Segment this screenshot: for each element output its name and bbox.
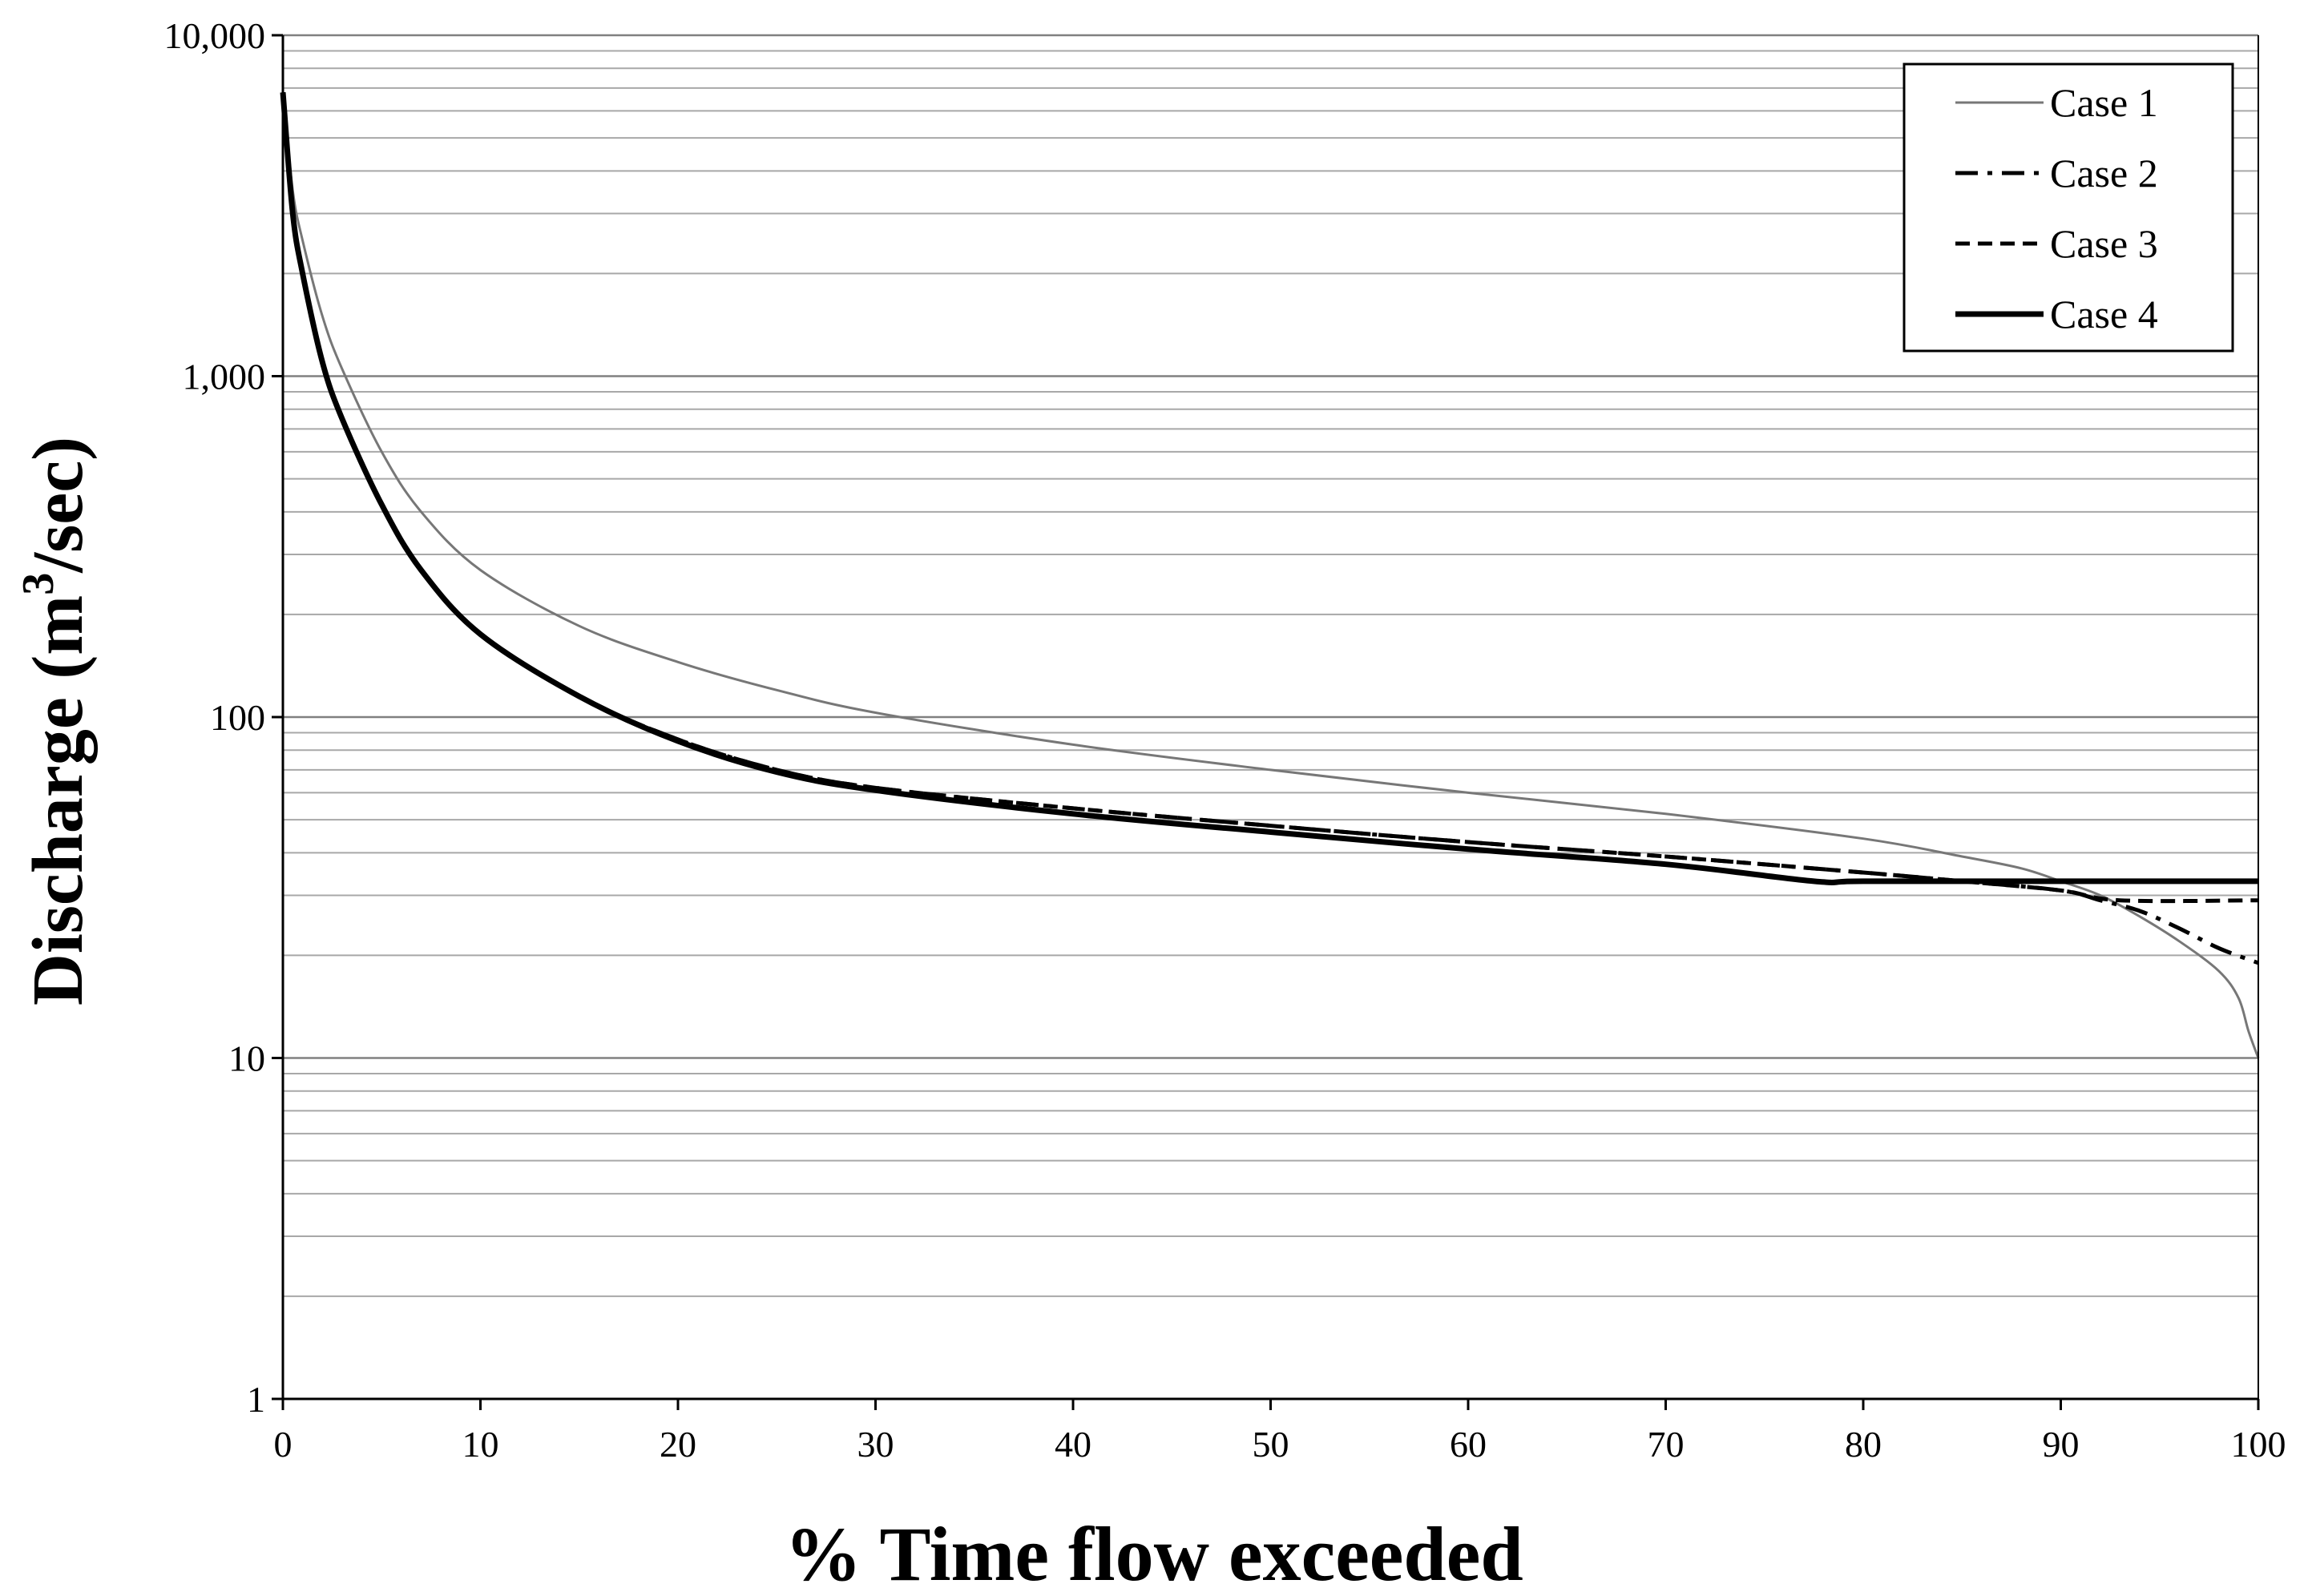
legend-label-case-2: Case 2	[2050, 151, 2158, 195]
legend-label-case-4: Case 4	[2050, 292, 2158, 337]
y-tick-label: 100	[210, 697, 265, 738]
y-axis-title-main: Discharge (m	[18, 595, 98, 1006]
y-axis-title: Discharge (m3/sec)	[14, 437, 98, 1006]
legend-items: Case 1 Case 2 Case 3 Case 4	[1955, 80, 2158, 337]
grid-lines	[283, 34, 2258, 1401]
x-tick-label: 90	[2043, 1424, 2080, 1465]
y-tick-label: 10	[228, 1038, 265, 1079]
y-tick-label: 1	[247, 1379, 265, 1420]
x-axis-title: % Time flow exceeded	[785, 1511, 1523, 1596]
series-line-case-4	[280, 92, 2258, 885]
x-tick-label: 0	[274, 1424, 293, 1465]
y-axis-title-superscript: 3	[14, 573, 63, 595]
legend-label-case-1: Case 1	[2050, 80, 2158, 125]
legend-label-case-3: Case 3	[2050, 221, 2158, 266]
x-tick-label: 30	[857, 1424, 894, 1465]
x-tick-label: 40	[1055, 1424, 1091, 1465]
x-tick-label: 70	[1648, 1424, 1685, 1465]
legend: Case 1 Case 2 Case 3 Case 4	[1902, 62, 2234, 353]
x-tick-label: 80	[1845, 1424, 1882, 1465]
legend-box	[1902, 62, 2234, 353]
x-tick-label: 10	[462, 1424, 499, 1465]
x-tick-label: 60	[1450, 1424, 1487, 1465]
x-tick-label: 50	[1253, 1424, 1289, 1465]
series-lines	[280, 92, 2260, 1059]
x-tick-label: 100	[2231, 1424, 2286, 1465]
axes	[272, 34, 2260, 1410]
x-tick-label: 20	[660, 1424, 696, 1465]
y-axis-title-end: /sec)	[18, 437, 98, 574]
y-tick-label: 1,000	[183, 357, 266, 397]
y-tick-label: 10,000	[164, 15, 266, 56]
tick-labels: 1 10 100 1,000 10,000 0 10 20 30 40 50 60 70 80 90 100	[164, 15, 2286, 1465]
